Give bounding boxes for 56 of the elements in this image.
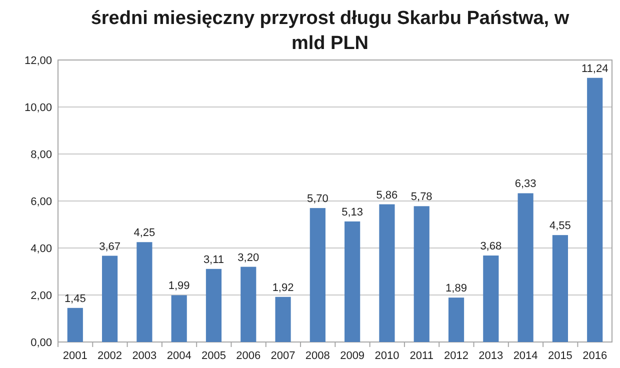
x-tick-label: 2004 bbox=[166, 350, 192, 362]
x-tick-label: 2008 bbox=[305, 350, 330, 362]
data-label: 4,25 bbox=[134, 227, 156, 240]
y-tick-label: 10,00 bbox=[24, 102, 52, 114]
bar bbox=[171, 295, 187, 342]
bar bbox=[552, 235, 568, 342]
bar bbox=[379, 204, 395, 342]
x-tick-label: 2001 bbox=[62, 350, 88, 362]
data-label: 1,45 bbox=[64, 292, 86, 305]
x-tick-label: 2005 bbox=[201, 350, 226, 362]
y-tick-label: 2,00 bbox=[30, 290, 52, 302]
bar bbox=[275, 296, 291, 342]
data-label: 3,68 bbox=[480, 240, 502, 253]
y-tick-label: 0,00 bbox=[30, 336, 52, 349]
data-label: 1,89 bbox=[446, 282, 467, 295]
y-tick-label: 6,00 bbox=[30, 196, 52, 208]
data-label: 4,55 bbox=[549, 220, 571, 232]
bar bbox=[483, 256, 499, 342]
bar bbox=[587, 78, 603, 342]
x-tick-label: 2012 bbox=[444, 350, 469, 362]
x-tick-label: 2014 bbox=[513, 350, 538, 362]
x-tick-label: 2013 bbox=[478, 350, 504, 362]
bar bbox=[448, 298, 464, 342]
data-label: 5,70 bbox=[306, 193, 328, 206]
data-label: 1,99 bbox=[168, 280, 190, 292]
x-tick-label: 2007 bbox=[270, 350, 296, 362]
x-tick-label: 2002 bbox=[98, 350, 122, 362]
x-tick-label: 2015 bbox=[548, 350, 572, 362]
data-label: 3,11 bbox=[203, 254, 224, 266]
x-tick-label: 2003 bbox=[132, 350, 157, 362]
y-tick-label: 8,00 bbox=[30, 148, 52, 161]
bar bbox=[518, 193, 534, 342]
x-tick-label: 2010 bbox=[374, 350, 400, 362]
x-tick-label: 2006 bbox=[236, 350, 261, 362]
data-label: 3,67 bbox=[99, 240, 121, 253]
chart-title: średni miesięczny przyrost długu Skarbu Państwa, w mld PLN bbox=[90, 8, 570, 54]
bar bbox=[102, 256, 118, 342]
data-label: 11,24 bbox=[581, 62, 608, 75]
x-tick-label: 2016 bbox=[582, 350, 608, 362]
bar bbox=[240, 266, 256, 342]
x-tick-label: 2011 bbox=[410, 350, 434, 362]
y-tick-label: 4,00 bbox=[30, 242, 52, 255]
bar bbox=[344, 221, 360, 342]
data-label: 3,20 bbox=[238, 252, 260, 264]
bar bbox=[310, 208, 326, 342]
data-label: 5,78 bbox=[410, 191, 432, 204]
bar bbox=[206, 268, 222, 342]
data-label: 6,33 bbox=[514, 178, 536, 190]
x-tick-label: 2009 bbox=[340, 350, 365, 362]
bar bbox=[67, 308, 83, 342]
bar bbox=[414, 206, 430, 342]
data-label: 5,13 bbox=[342, 206, 364, 218]
bar bbox=[136, 242, 152, 342]
data-label: 5,86 bbox=[376, 189, 398, 202]
y-tick-label: 12,00 bbox=[24, 54, 52, 67]
data-label: 1,92 bbox=[272, 282, 294, 294]
